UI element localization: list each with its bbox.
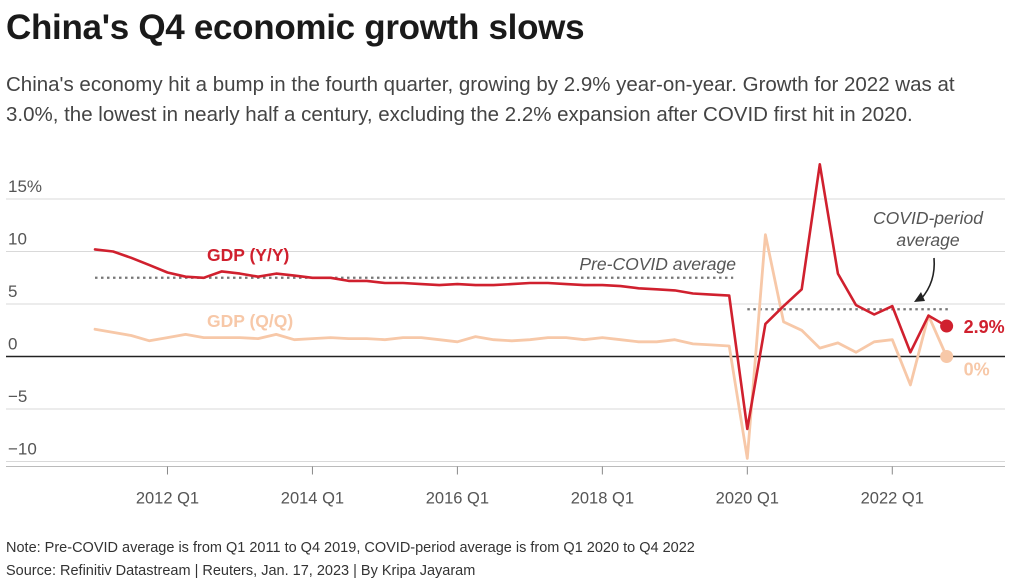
- y-tick-label: 15%: [8, 177, 42, 196]
- x-tick-label: 2012 Q1: [136, 490, 199, 508]
- gdp-yy-end-dot: [940, 319, 954, 333]
- gdp-qq-series-label: GDP (Q/Q): [207, 311, 293, 331]
- arrow-shaft: [920, 257, 936, 300]
- average-lines: [95, 276, 951, 311]
- chart-subtitle: China's economy hit a bump in the fourth…: [6, 73, 955, 126]
- x-tick-label: 2018 Q1: [571, 490, 634, 508]
- covid-average-label: COVID-period: [873, 208, 984, 228]
- y-tick-label: −10: [8, 440, 37, 459]
- footnote: Note: Pre-COVID average is from Q1 2011 …: [6, 540, 695, 556]
- pre-covid-average-label: Pre-COVID average: [579, 254, 736, 274]
- covid-average-label: average: [896, 230, 960, 250]
- gdp-yy-line: [93, 163, 948, 431]
- grid-lines: [6, 198, 1005, 475]
- x-tick-label: 2016 Q1: [426, 490, 489, 508]
- gdp-yy-series-label: GDP (Y/Y): [207, 245, 289, 265]
- x-tick-label: 2022 Q1: [861, 490, 924, 508]
- series-lines: [93, 163, 954, 460]
- chart-title: China's Q4 economic growth slows: [6, 8, 585, 47]
- arrow-head: [914, 292, 925, 302]
- gdp-yy-end-label: 2.9%: [964, 317, 1005, 337]
- y-tick-label: 10: [8, 230, 27, 249]
- chart-labels: 15% 10 5 0 −5 −10 2012 Q1 2014 Q1 2016 Q1 2018 Q1…: [8, 177, 1005, 508]
- gdp-qq-line: [93, 233, 948, 460]
- gdp-qq-end-dot: [940, 350, 954, 363]
- y-tick-label: 5: [8, 282, 17, 301]
- x-tick-label: 2020 Q1: [716, 490, 779, 508]
- source-line: Source: Refinitiv Datastream | Reuters, …: [6, 563, 476, 579]
- y-tick-label: −5: [8, 387, 27, 406]
- y-tick-label: 0: [8, 335, 17, 354]
- x-tick-label: 2014 Q1: [281, 490, 344, 508]
- gdp-qq-end-label: 0%: [964, 360, 990, 380]
